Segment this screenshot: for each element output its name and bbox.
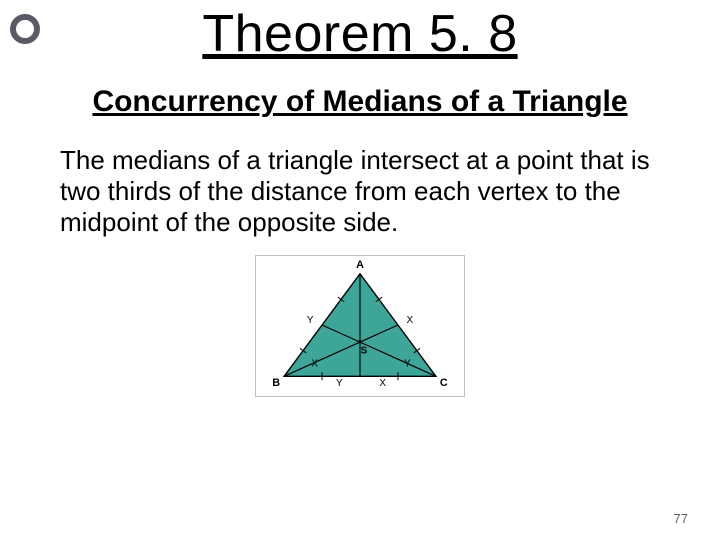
svg-text:B: B [272, 377, 280, 389]
slide-bullet-icon [10, 14, 40, 44]
svg-text:C: C [440, 377, 448, 389]
svg-text:A: A [356, 259, 364, 271]
slide-subtitle: Concurrency of Medians of a Triangle [0, 85, 720, 119]
svg-text:Y: Y [336, 378, 343, 389]
slide-body-text: The medians of a triangle intersect at a… [0, 145, 720, 237]
svg-text:X: X [379, 378, 386, 389]
diagram-container: A B C Y X S X Y X Y [0, 255, 720, 402]
svg-text:Y: Y [404, 359, 411, 370]
slide-title: Theorem 5. 8 [0, 6, 720, 63]
svg-text:X: X [311, 359, 318, 370]
page-number: 77 [674, 511, 688, 526]
svg-text:X: X [406, 315, 413, 326]
triangle-medians-diagram: A B C Y X S X Y X Y [255, 255, 465, 397]
svg-text:S: S [361, 346, 368, 357]
svg-text:Y: Y [307, 315, 314, 326]
